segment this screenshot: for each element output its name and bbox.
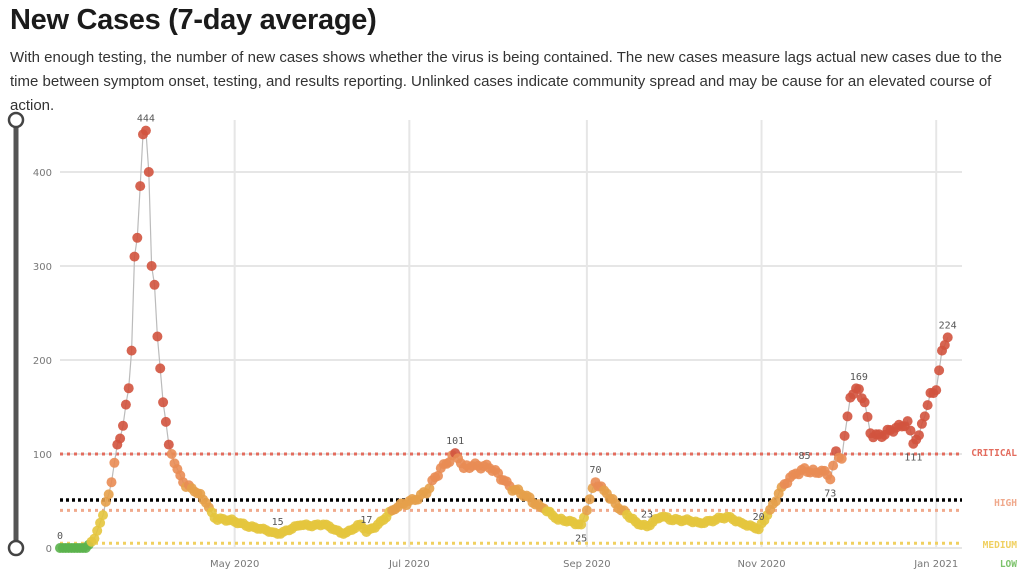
data-point <box>115 433 126 444</box>
threshold-label: LOW <box>1000 559 1017 570</box>
data-point <box>129 251 140 262</box>
data-point <box>118 420 128 431</box>
x-tick-label: Jul 2020 <box>388 559 430 570</box>
threshold-label: CRITICAL <box>971 448 1017 459</box>
data-point <box>166 449 177 459</box>
data-point <box>106 477 117 488</box>
data-point <box>839 430 850 441</box>
data-label: 17 <box>360 515 372 526</box>
data-point <box>905 425 916 436</box>
page-subtitle: With enough testing, the number of new c… <box>10 49 1002 114</box>
threshold-label: MEDIUM <box>983 540 1018 551</box>
data-label: 169 <box>850 372 868 383</box>
data-label: 111 <box>904 453 922 464</box>
data-point <box>859 397 870 408</box>
data-point <box>103 489 114 500</box>
data-point <box>160 416 171 427</box>
data-point <box>853 384 864 395</box>
y-tick-label: 0 <box>46 544 52 555</box>
data-point <box>132 232 143 243</box>
data-point <box>92 525 103 536</box>
data-point <box>934 365 945 376</box>
data-point <box>135 181 146 192</box>
data-point <box>126 345 137 356</box>
data-label: 25 <box>575 534 587 545</box>
y-tick-label: 100 <box>33 450 52 461</box>
annotation-layer: 0 444 15 17 101 25 70 23 20 85 73 169 111 224 <box>57 114 957 545</box>
data-point <box>163 439 174 450</box>
data-label: 23 <box>641 509 653 520</box>
data-label: 85 <box>798 451 810 462</box>
range-handle-icon[interactable] <box>7 111 25 129</box>
threshold-label: HIGH <box>994 498 1017 509</box>
data-point <box>942 332 953 343</box>
data-point <box>424 483 435 494</box>
data-label: 0 <box>57 531 63 542</box>
data-label: 101 <box>446 436 464 447</box>
series-layer <box>55 125 953 553</box>
data-point <box>109 457 120 468</box>
data-point <box>146 261 157 271</box>
data-point <box>828 460 839 471</box>
data-point <box>433 470 443 481</box>
data-point <box>922 400 933 411</box>
date-range-slider[interactable] <box>7 111 25 557</box>
page-title: New Cases (7-day average) <box>10 4 377 36</box>
data-point <box>862 411 873 422</box>
data-point <box>939 340 950 350</box>
data-point <box>123 383 134 394</box>
data-point <box>158 397 169 408</box>
y-tick-label: 200 <box>33 356 52 367</box>
data-label: 20 <box>753 512 765 523</box>
data-point <box>770 496 781 507</box>
data-point <box>149 279 160 290</box>
data-point <box>914 430 924 441</box>
range-handle-icon[interactable] <box>7 539 25 557</box>
data-label: 70 <box>589 465 601 476</box>
data-point <box>836 453 847 464</box>
data-point <box>100 496 111 507</box>
data-point <box>931 385 942 396</box>
data-label: 73 <box>824 488 836 499</box>
data-point <box>143 167 154 177</box>
y-tick-label: 400 <box>33 168 52 179</box>
data-label: 444 <box>137 114 155 125</box>
data-point <box>89 533 100 544</box>
data-point <box>584 494 595 505</box>
data-point <box>902 416 913 427</box>
y-tick-label: 300 <box>33 262 52 273</box>
data-point <box>98 510 108 521</box>
data-label: 224 <box>939 320 957 331</box>
data-point <box>140 125 151 136</box>
data-point <box>120 399 131 410</box>
data-point <box>919 411 930 422</box>
x-tick-label: Jan 2021 <box>913 559 958 570</box>
data-point <box>842 411 853 422</box>
data-point <box>825 474 836 485</box>
data-point <box>581 505 592 516</box>
x-tick-label: Nov 2020 <box>737 559 785 570</box>
x-tick-label: May 2020 <box>210 559 259 570</box>
data-point <box>152 331 163 342</box>
data-point <box>95 517 106 528</box>
data-point <box>155 363 166 374</box>
threshold-layer: CRITICAL HIGH MEDIUM LOW <box>60 448 1017 570</box>
x-tick-label: Sep 2020 <box>563 559 610 570</box>
data-label: 15 <box>272 517 284 528</box>
